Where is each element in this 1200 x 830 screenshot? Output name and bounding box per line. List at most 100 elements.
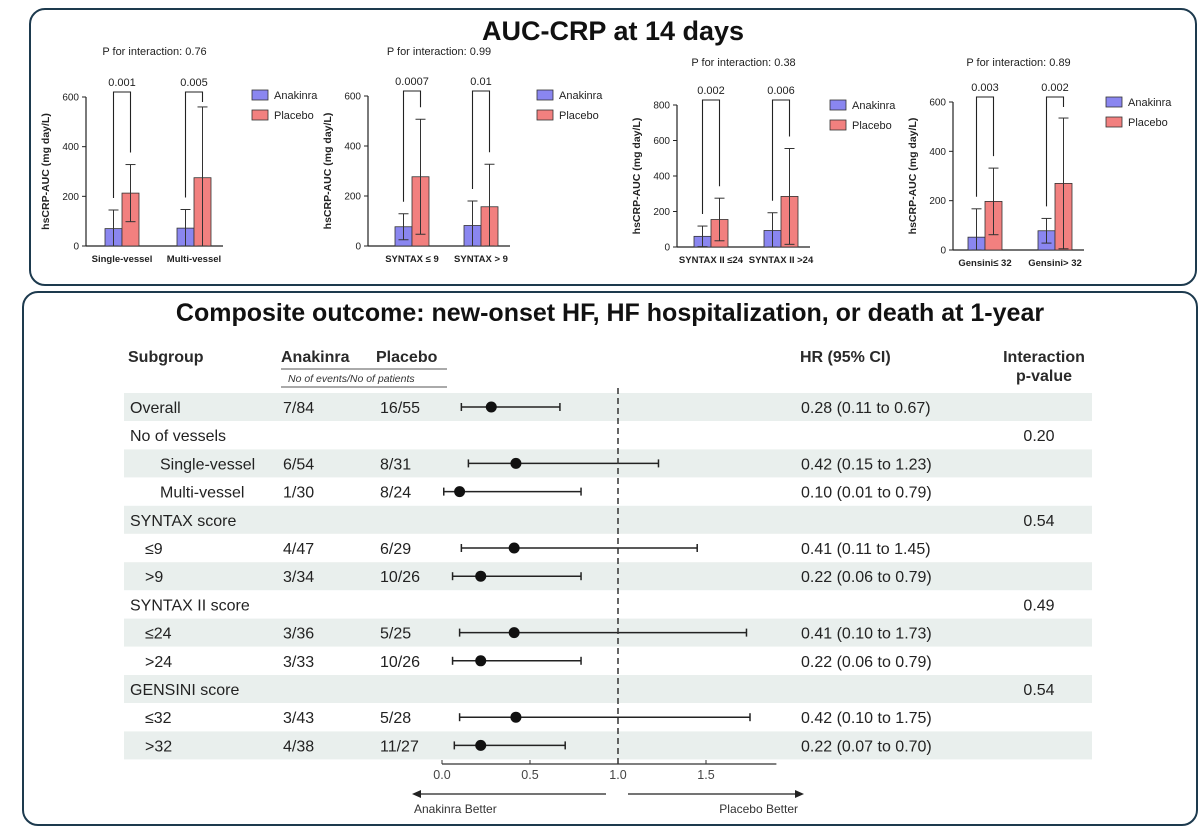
row-label: Multi-vessel	[160, 485, 244, 502]
row-label: SYNTAX II score	[130, 597, 250, 614]
placebo-events: 16/55	[380, 400, 420, 417]
table-row: >32 4/38 11/27 0.22 (0.07 to 0.70)	[124, 731, 1092, 760]
legend-swatch	[536, 109, 554, 121]
hr-point	[485, 401, 497, 413]
category-label: Gensini> 32	[1028, 258, 1082, 269]
interaction-p-value: 0.54	[1023, 513, 1054, 530]
anakinra-events: 3/34	[283, 569, 314, 586]
hr-ci-text: 0.28 (0.11 to 0.67)	[801, 400, 931, 417]
x-tick-label: 0.5	[521, 768, 538, 782]
row-shading	[124, 675, 1092, 703]
panel-title: AUC-CRP at 14 days	[481, 16, 745, 46]
anakinra-better-label: Anakinra Better	[414, 802, 497, 816]
bar-chart-3: P for interaction: 0.38 0 200 400 600 800 hsCR…	[631, 57, 896, 266]
table-row: ≤24 3/36 5/25 0.41 (0.10 to 1.73)	[124, 618, 1092, 647]
header-anakinra: Anakinra	[281, 349, 350, 366]
y-tick-label: 0	[664, 243, 670, 254]
row-shading	[124, 731, 1092, 760]
category-label: SYNTAX ≤ 9	[385, 254, 439, 265]
y-axis-label: hsCRP-AUC (mg day/L)	[907, 118, 919, 235]
x-tick-label: 1.5	[697, 768, 714, 782]
anakinra-events: 3/33	[283, 654, 314, 671]
category-label: Multi-vessel	[167, 254, 221, 265]
p-interaction-label: P for interaction: 0.76	[102, 46, 206, 58]
table-row: Single-vessel 6/54 8/31 0.42 (0.15 to 1.23)	[124, 449, 1092, 478]
panel-title: Composite outcome: new-onset HF, HF hosp…	[175, 299, 1045, 327]
y-tick-label: 0	[73, 242, 79, 253]
p-value-label: 0.006	[767, 85, 795, 97]
x-tick-label: 0.0	[433, 768, 450, 782]
bar-chart-2: P for interaction: 0.99 0 200 400 600 hsCRP-A…	[322, 46, 603, 265]
category-label: Single-vessel	[92, 254, 153, 265]
hr-point	[508, 542, 520, 554]
p-value-label: 0.005	[180, 77, 208, 89]
legend-swatch	[536, 89, 554, 101]
legend-label: Placebo	[559, 110, 599, 122]
y-tick-label: 0	[940, 246, 946, 257]
table-row: SYNTAX II score 0.49	[130, 597, 1055, 614]
row-label: SYNTAX score	[130, 513, 237, 530]
placebo-better-label: Placebo Better	[719, 802, 798, 816]
p-value-label: 0.003	[971, 82, 999, 94]
anakinra-events: 1/30	[283, 485, 314, 502]
x-tick-label: 1.0	[609, 768, 626, 782]
category-label: SYNTAX II ≤24	[679, 255, 744, 266]
category-label: SYNTAX > 9	[454, 254, 508, 265]
interaction-p-value: 0.54	[1023, 682, 1054, 699]
direction-arrows: Anakinra Better Placebo Better	[412, 790, 804, 816]
significance-bracket	[112, 91, 132, 198]
anakinra-events: 3/36	[283, 626, 314, 643]
forest-x-axis: 0.0 0.5 1.0 1.5	[433, 760, 777, 782]
placebo-events: 8/24	[380, 485, 411, 502]
legend-swatch	[1105, 116, 1123, 128]
placebo-events: 11/27	[380, 738, 419, 755]
legend-label: Anakinra	[852, 100, 896, 112]
placebo-events: 5/25	[380, 626, 411, 643]
p-interaction-label: P for interaction: 0.38	[691, 57, 795, 69]
anakinra-events: 7/84	[283, 400, 314, 417]
y-tick-label: 600	[929, 98, 946, 109]
table-row: >9 3/34 10/26 0.22 (0.06 to 0.79)	[124, 562, 1092, 591]
p-interaction-label: P for interaction: 0.99	[387, 46, 491, 58]
row-label: Single-vessel	[160, 456, 255, 473]
hr-point	[510, 457, 522, 469]
p-value-label: 0.001	[108, 77, 136, 89]
p-value-label: 0.0007	[395, 76, 429, 88]
placebo-events: 8/31	[380, 456, 411, 473]
significance-bracket	[471, 90, 491, 189]
y-tick-label: 400	[344, 142, 361, 153]
row-label: Overall	[130, 400, 181, 417]
row-label: >32	[145, 738, 172, 755]
p-value-label: 0.01	[470, 76, 491, 88]
hr-point	[454, 486, 466, 498]
y-tick-label: 200	[62, 192, 79, 203]
placebo-events: 10/26	[380, 654, 420, 671]
row-shading	[124, 562, 1092, 591]
anakinra-events: 4/38	[283, 738, 314, 755]
bar-charts: P for interaction: 0.76 0 200 400 600 hsCRP-A…	[40, 46, 1172, 269]
header-placebo: Placebo	[376, 349, 438, 366]
anakinra-events: 3/43	[283, 710, 314, 727]
interaction-p-value: 0.49	[1023, 597, 1054, 614]
y-tick-label: 200	[929, 196, 946, 207]
legend-swatch	[1105, 96, 1123, 108]
hr-point	[475, 655, 487, 667]
y-tick-label: 0	[355, 242, 361, 253]
legend-label: Placebo	[274, 110, 314, 122]
hr-point	[508, 627, 520, 639]
y-tick-label: 600	[62, 93, 79, 104]
bar-chart-4: P for interaction: 0.89 0 200 400 600 hsCRP-A…	[907, 57, 1172, 269]
arrow-left-head	[412, 790, 421, 798]
p-value-label: 0.002	[697, 85, 725, 97]
table-row: ≤32 3/43 5/28 0.42 (0.10 to 1.75)	[145, 710, 932, 727]
hr-ci-text: 0.42 (0.15 to 1.23)	[801, 456, 932, 473]
legend-label: Placebo	[852, 120, 892, 132]
arrow-right-head	[795, 790, 804, 798]
hr-ci-text: 0.22 (0.06 to 0.79)	[801, 654, 932, 671]
table-row: No of vessels 0.20	[130, 428, 1055, 445]
table-row: Multi-vessel 1/30 8/24 0.10 (0.01 to 0.79)	[160, 485, 932, 502]
y-tick-label: 200	[344, 192, 361, 203]
significance-bracket	[771, 99, 791, 201]
p-value-label: 0.002	[1041, 82, 1069, 94]
